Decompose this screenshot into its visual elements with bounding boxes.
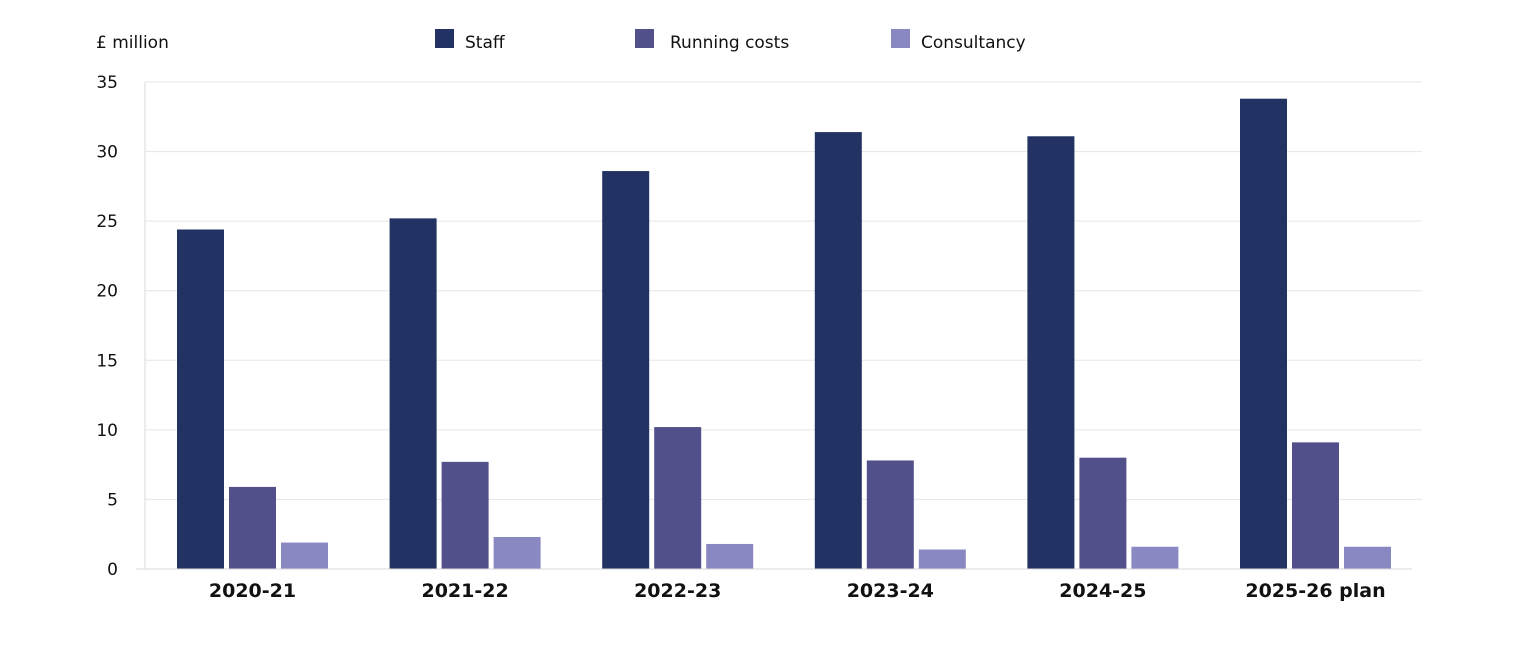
bars <box>177 98 1391 570</box>
bar-running-costs-2020-21 <box>229 486 276 569</box>
bar-consultancy-2022-23 <box>706 543 754 569</box>
legend-swatch-running-costs <box>635 29 654 48</box>
legend-swatch-consultancy <box>891 29 910 48</box>
grid-lines <box>145 81 1422 500</box>
y-tick-label: 15 <box>96 351 118 371</box>
bar-running-costs-2021-22 <box>441 461 489 569</box>
bar-running-costs-2023-24 <box>866 460 914 569</box>
x-tick-label: 2021-22 <box>421 580 508 602</box>
x-tick-label: 2023-24 <box>847 580 934 602</box>
bar-consultancy-2020-21 <box>281 542 328 569</box>
legend-swatch-staff <box>435 29 454 48</box>
bar-staff-2021-22 <box>389 218 437 570</box>
bar-running-costs-2022-23 <box>654 427 702 569</box>
bar-staff-2024-25 <box>1027 136 1075 569</box>
y-tick-label: 5 <box>107 490 118 510</box>
bar-running-costs-2025-26-plan <box>1292 442 1339 569</box>
bar-consultancy-2023-24 <box>918 549 966 569</box>
bar-running-costs-2024-25 <box>1079 457 1127 569</box>
x-tick-label: 2022-23 <box>634 580 721 602</box>
y-axis-unit-label: £ million <box>96 33 169 53</box>
y-tick-label: 35 <box>96 73 118 93</box>
x-tick-label: 2025-26 plan <box>1245 580 1385 602</box>
legend-label-staff: Staff <box>465 33 506 53</box>
bar-staff-2023-24 <box>814 132 862 569</box>
x-tick-label: 2020-21 <box>209 580 296 602</box>
x-tick-label: 2024-25 <box>1059 580 1146 602</box>
y-tick-label: 10 <box>96 421 118 441</box>
y-tick-label: 25 <box>96 212 118 232</box>
y-tick-label: 20 <box>96 282 118 302</box>
y-tick-label: 0 <box>107 560 118 580</box>
legend-label-running-costs: Running costs <box>670 33 789 53</box>
axes: 0 5 10 15 20 25 30 35 2020-21 2021-22 2022-23 2023-… <box>96 73 1412 602</box>
bar-staff-2020-21 <box>177 229 224 569</box>
bar-consultancy-2025-26-plan <box>1344 546 1391 569</box>
y-tick-label: 30 <box>96 143 118 163</box>
legend: Staff Running costs Consultancy <box>435 29 1026 53</box>
bar-staff-2022-23 <box>602 171 650 569</box>
bar-consultancy-2021-22 <box>493 536 541 569</box>
bar-consultancy-2024-25 <box>1131 546 1179 569</box>
bar-staff-2025-26-plan <box>1240 98 1287 569</box>
legend-label-consultancy: Consultancy <box>921 33 1026 53</box>
